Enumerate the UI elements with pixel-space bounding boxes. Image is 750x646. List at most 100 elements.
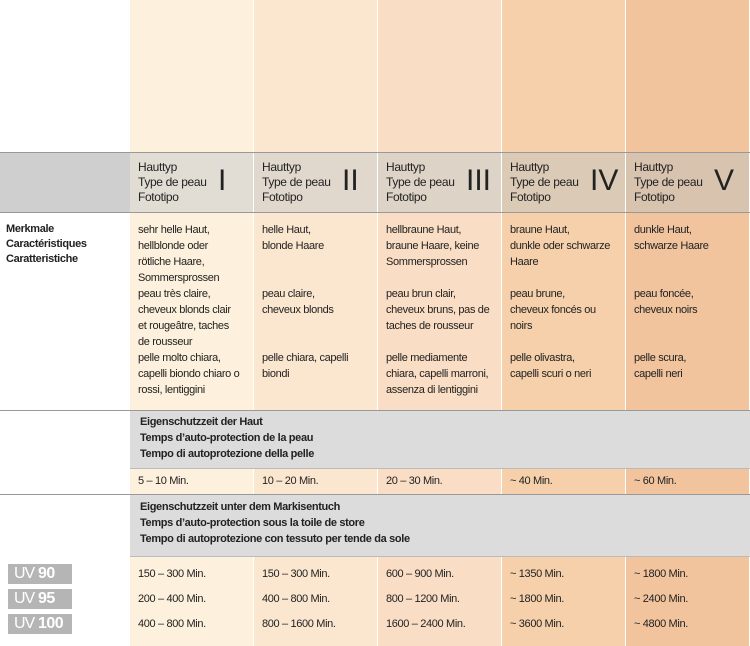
uv-prefix: UV [14, 590, 35, 607]
uv-number: 100 [38, 615, 64, 632]
type-label: Hauttyp [634, 160, 673, 174]
type-label: Hauttyp [386, 160, 425, 174]
feature-text: assenza di lentiggini [386, 384, 478, 396]
feature-text: sehr helle Haut, [138, 224, 210, 236]
time-value: 20 – 30 Min. [386, 475, 443, 487]
feature-text: capelli scuri o neri [510, 368, 592, 380]
section-title: Temps d’auto-protection sous la toile de… [140, 517, 365, 529]
header-bg [254, 152, 377, 212]
feature-text: braune Haut, [510, 224, 570, 236]
feature-text: peau brune, [510, 288, 565, 300]
feature-text: blonde Haare [262, 240, 324, 252]
type-label: Type de peau [510, 175, 579, 189]
type-label: Fototipo [262, 190, 303, 204]
feature-text: cheveux noirs [634, 304, 698, 316]
type-numeral: V [714, 164, 735, 197]
feature-label: Merkmale [6, 223, 54, 235]
rule [0, 212, 750, 213]
type-label: Type de peau [138, 175, 207, 189]
feature-text: cheveux blonds [262, 304, 334, 316]
time-value: 600 – 900 Min. [386, 568, 454, 580]
time-value: ~ 40 Min. [510, 475, 553, 487]
header-bg [626, 152, 749, 212]
feature-text: Sommersprossen [386, 256, 468, 268]
feature-text: rötliche Haare, [138, 256, 205, 268]
time-value: 200 – 400 Min. [138, 593, 206, 605]
time-value: 150 – 300 Min. [262, 568, 330, 580]
time-value: ~ 1800 Min. [510, 593, 564, 605]
feature-text: cheveux blonds clair [138, 304, 231, 316]
feature-text: capelli neri [634, 368, 683, 380]
feature-text: Haare [510, 256, 539, 268]
time-value: 150 – 300 Min. [138, 568, 206, 580]
section-title: Eigenschutzzeit unter dem Markisentuch [140, 501, 341, 513]
time-value: 400 – 800 Min. [138, 618, 206, 630]
feature-text: hellbraune Haut, [386, 224, 462, 236]
uv-prefix: UV [14, 615, 35, 632]
type-label: Hauttyp [262, 160, 301, 174]
feature-text: peau claire, [262, 288, 315, 300]
type-label: Fototipo [386, 190, 427, 204]
type-label: Type de peau [634, 175, 703, 189]
type-numeral: I [218, 164, 227, 197]
header-bg [130, 152, 253, 212]
feature-text: cheveux foncés ou [510, 304, 596, 316]
type-label: Type de peau [386, 175, 455, 189]
type-numeral: II [342, 164, 359, 197]
time-value: 1600 – 2400 Min. [386, 618, 466, 630]
feature-text: pelle scura, [634, 352, 687, 364]
time-value: 800 – 1600 Min. [262, 618, 336, 630]
type-label: Hauttyp [510, 160, 549, 174]
section-title: Tempo di autoprotezione con tessuto per … [140, 533, 410, 545]
uv-badge [8, 614, 72, 634]
feature-text: capelli biondo chiaro o [138, 368, 240, 380]
rule [0, 494, 750, 495]
feature-text: peau brun clair, [386, 288, 456, 300]
type-label: Fototipo [510, 190, 551, 204]
type-numeral: IV [590, 164, 619, 197]
feature-label: Caractéristiques [6, 238, 87, 250]
feature-text: de rousseur [138, 336, 193, 348]
rule [130, 468, 750, 469]
type-label: Fototipo [634, 190, 675, 204]
feature-text: rossi, lentiggini [138, 384, 205, 396]
feature-text: pelle olivastra, [510, 352, 575, 364]
feature-text: peau foncée, [634, 288, 694, 300]
time-value: ~ 60 Min. [634, 475, 677, 487]
time-value: ~ 1800 Min. [634, 568, 688, 580]
time-value: ~ 3600 Min. [510, 618, 564, 630]
feature-text: dunkle oder schwarze [510, 240, 611, 252]
feature-text: biondi [262, 368, 290, 380]
feature-label: Caratteristiche [6, 253, 78, 265]
feature-text: Sommersprossen [138, 272, 220, 284]
time-value: 800 – 1200 Min. [386, 593, 460, 605]
band [130, 410, 750, 468]
section-title: Tempo di autoprotezione della pelle [140, 448, 314, 460]
uv-number: 95 [38, 590, 55, 607]
feature-text: chiara, capelli marroni, [386, 368, 489, 380]
feature-text: hellblonde oder [138, 240, 208, 252]
header-bg [378, 152, 501, 212]
feature-text: peau très claire, [138, 288, 211, 300]
feature-text: pelle molto chiara, [138, 352, 221, 364]
uv-prefix: UV [14, 565, 35, 582]
feature-text: taches de rousseur [386, 320, 474, 332]
uv-badge [8, 589, 72, 609]
time-value: 5 – 10 Min. [138, 475, 189, 487]
uv-badge [8, 564, 72, 584]
section-title: Temps d’auto-protection de la peau [140, 432, 314, 444]
type-label: Type de peau [262, 175, 331, 189]
feature-text: braune Haare, keine [386, 240, 480, 252]
time-value: ~ 2400 Min. [634, 593, 688, 605]
band [130, 494, 750, 556]
type-numeral: III [466, 164, 492, 197]
rule [0, 410, 750, 411]
rule [130, 556, 750, 557]
time-value: 10 – 20 Min. [262, 475, 319, 487]
type-label: Hauttyp [138, 160, 177, 174]
feature-text: dunkle Haut, [634, 224, 692, 236]
feature-text: pelle chiara, capelli [262, 352, 349, 364]
time-value: 400 – 800 Min. [262, 593, 330, 605]
feature-text: noirs [510, 320, 533, 332]
